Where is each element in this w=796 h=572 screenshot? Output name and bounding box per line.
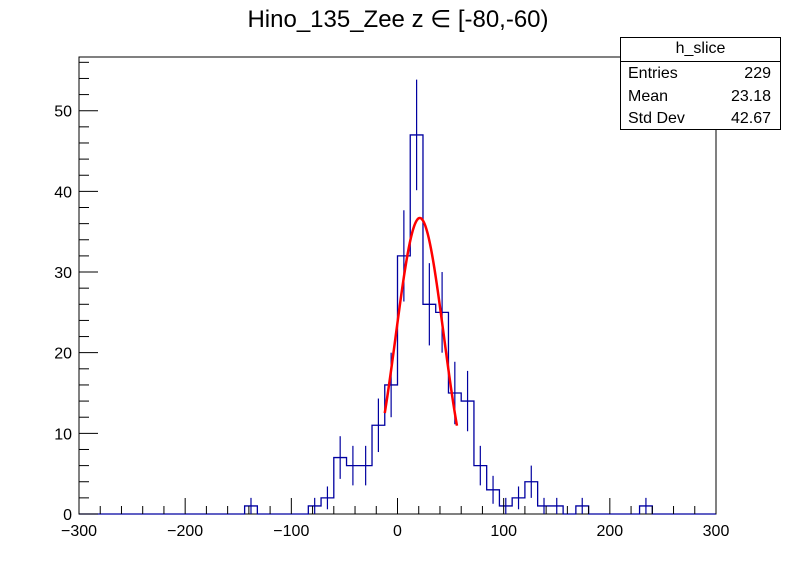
- stats-row-mean: Mean 23.18: [621, 85, 780, 108]
- stats-box: h_slice Entries 229 Mean 23.18 Std Dev 4…: [620, 37, 781, 130]
- x-tick-label: 0: [393, 523, 402, 540]
- x-tick-label: −100: [273, 523, 309, 540]
- x-tick-label: −200: [167, 523, 203, 540]
- stats-value: 42.67: [730, 110, 771, 127]
- stats-label: Std Dev: [628, 110, 685, 127]
- y-tick-label: 0: [63, 507, 72, 524]
- chart-title: Hino_135_Zee z ∈ [-80,-60): [247, 6, 549, 33]
- stats-row-entries: Entries 229: [621, 62, 780, 85]
- y-tick-label: 50: [54, 104, 72, 121]
- stats-title: h_slice: [621, 38, 780, 62]
- stats-label: Entries: [628, 65, 678, 82]
- stats-label: Mean: [628, 87, 669, 105]
- stats-row-stddev: Std Dev 42.67: [621, 107, 780, 130]
- x-tick-label: 100: [490, 523, 517, 540]
- y-tick-label: 10: [54, 426, 72, 443]
- gaussian-fit-curve: [383, 216, 459, 426]
- y-tick-label: 30: [54, 265, 72, 282]
- x-tick-label: 300: [703, 523, 730, 540]
- y-tick-label: 40: [54, 184, 72, 201]
- x-tick-label: 200: [596, 523, 623, 540]
- y-tick-label: 20: [54, 346, 72, 363]
- stats-value: 229: [744, 65, 771, 82]
- stats-value: 23.18: [730, 87, 771, 105]
- x-tick-label: −300: [61, 523, 97, 540]
